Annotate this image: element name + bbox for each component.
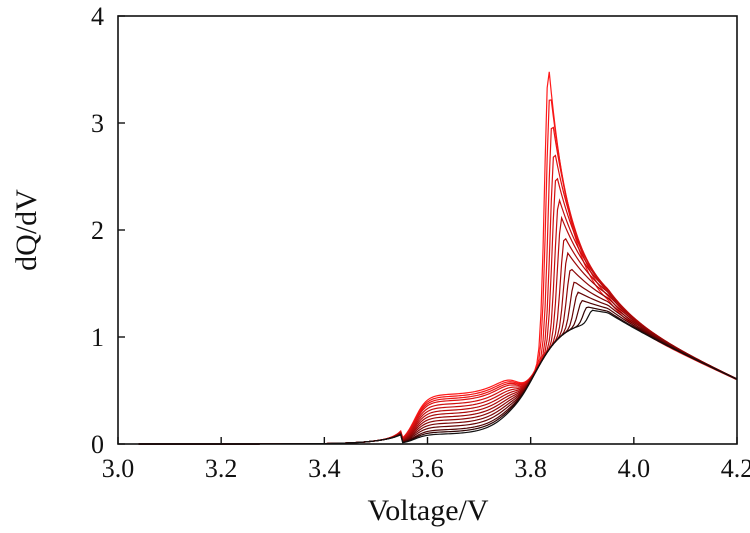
x-tick-label: 3.8 xyxy=(514,454,547,483)
y-tick-label: 3 xyxy=(91,109,104,138)
x-tick-label: 3.0 xyxy=(102,454,135,483)
x-tick-labels: 3.0 3.2 3.4 3.6 3.8 4.0 4.2 xyxy=(102,454,750,483)
series-line-cycle-13 xyxy=(138,299,738,445)
series-line-cycle-9 xyxy=(138,251,738,445)
y-tick-label: 4 xyxy=(91,2,104,31)
series-line-cycle-8 xyxy=(138,237,738,445)
x-tick-label: 4.2 xyxy=(721,454,750,483)
series-line-cycle-1 xyxy=(138,71,738,445)
y-tick-label: 2 xyxy=(91,216,104,245)
series-line-cycle-5 xyxy=(138,177,738,445)
series-lines xyxy=(138,71,738,445)
y-tick-label: 1 xyxy=(91,323,104,352)
x-tick-label: 3.6 xyxy=(411,454,444,483)
series-line-cycle-3 xyxy=(138,126,738,445)
y-tick-labels: 0 1 2 3 4 xyxy=(91,2,104,459)
x-tick-label: 3.4 xyxy=(308,454,341,483)
series-line-cycle-6 xyxy=(138,198,738,445)
series-line-cycle-4 xyxy=(138,154,738,445)
series-line-cycle-2 xyxy=(138,99,738,445)
axis-ticks xyxy=(117,15,738,445)
series-line-cycle-11 xyxy=(138,281,738,445)
x-tick-label: 3.2 xyxy=(205,454,238,483)
plot-frame xyxy=(117,15,738,445)
x-tick-label: 4.0 xyxy=(618,454,651,483)
y-axis-title: dQ/dV xyxy=(10,189,43,271)
y-tick-label: 0 xyxy=(91,430,104,459)
x-axis-title: Voltage/V xyxy=(367,494,488,527)
